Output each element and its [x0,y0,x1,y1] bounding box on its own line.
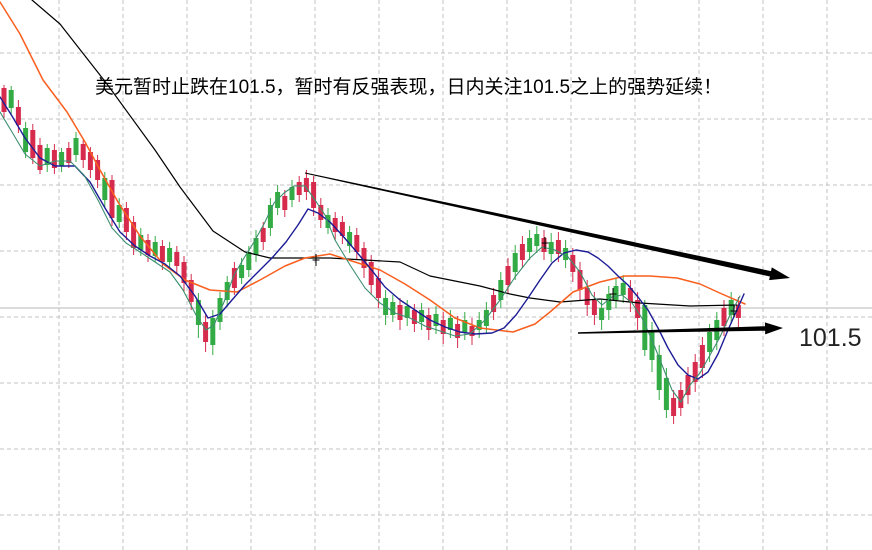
candle [152,236,158,262]
candle [51,144,57,174]
candle [253,230,259,262]
candle [462,312,468,340]
candle [318,198,324,228]
candle [685,367,691,404]
chart-annotation-title[interactable]: 美元暂时止跌在101.5，暂时有反强表现，日内关注101.5之上的强势延续！ [95,77,723,98]
candle [678,382,684,416]
candle [303,170,309,200]
candle [296,176,302,202]
candle [613,278,619,308]
ma-slow-blue [0,96,745,380]
candle [23,122,29,158]
candle [159,240,165,270]
candle [656,345,662,400]
candle [735,297,741,328]
candle [606,286,612,320]
support-arrow[interactable] [578,322,783,335]
candle [267,198,273,236]
candle [1,85,7,118]
candle [649,322,655,372]
candle [231,262,237,295]
candle [203,315,209,352]
candle [289,180,295,207]
candle [642,300,648,356]
candle [30,124,36,164]
candle [66,142,72,168]
candle [627,280,633,312]
candle [699,337,705,378]
candle [426,308,432,340]
candles [1,85,741,424]
candle [498,272,504,308]
candle [8,86,14,114]
candle [419,303,425,330]
candle [181,256,187,292]
candle [527,230,533,260]
candle [174,246,180,273]
candle [491,288,497,320]
candle [138,228,144,256]
candle [692,354,698,392]
candle [347,226,353,253]
ma-long-black [31,0,738,307]
candle [541,230,547,260]
candle [368,255,374,295]
candle [512,245,518,280]
candle [260,222,266,250]
candle [95,155,101,188]
candle [73,132,79,162]
candle [534,226,540,253]
price-level-label[interactable]: 101.5 [799,324,862,352]
candle [59,148,65,172]
candle [311,176,317,216]
candle [397,298,403,330]
candle [440,312,446,344]
candle [620,275,626,303]
candle [548,233,554,262]
candle [671,390,677,424]
candle [210,310,216,355]
candle [123,202,129,240]
trend-arrow-down[interactable] [304,172,790,281]
candle [109,175,115,226]
candle [332,212,338,240]
ma-fast-teal [0,111,741,403]
candle [390,295,396,322]
candle [411,304,417,332]
candle [167,242,173,268]
candle [282,190,288,217]
candle [44,144,50,172]
candle [577,262,583,300]
doji-cross-markers [312,237,738,317]
candle [563,240,569,268]
ma-medium-orange [0,1,746,333]
candle [354,228,360,260]
candle [339,216,345,244]
candle [519,236,525,268]
candle [80,140,86,168]
